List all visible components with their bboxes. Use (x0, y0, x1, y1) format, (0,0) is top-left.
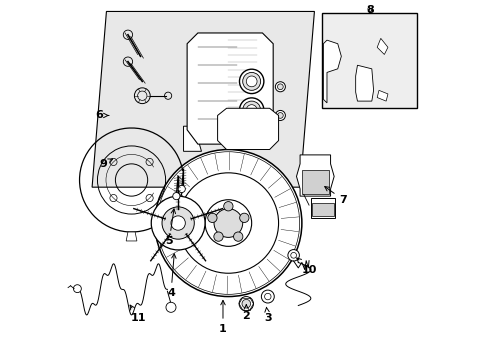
Polygon shape (376, 90, 387, 101)
Ellipse shape (239, 69, 264, 94)
Ellipse shape (275, 82, 285, 92)
Circle shape (214, 209, 242, 237)
Circle shape (207, 213, 217, 222)
Circle shape (287, 249, 299, 261)
Text: 1: 1 (219, 300, 226, 334)
Circle shape (73, 285, 81, 293)
Ellipse shape (246, 105, 257, 116)
Circle shape (233, 232, 243, 241)
Circle shape (239, 297, 253, 311)
Circle shape (172, 193, 180, 200)
Ellipse shape (242, 72, 260, 90)
Circle shape (162, 207, 194, 239)
Bar (312, 203, 333, 216)
Polygon shape (183, 126, 201, 151)
Polygon shape (376, 39, 387, 54)
Text: 10: 10 (296, 258, 316, 275)
Circle shape (242, 300, 250, 308)
Circle shape (204, 200, 251, 246)
Ellipse shape (277, 113, 283, 118)
Ellipse shape (277, 84, 283, 90)
Text: 5: 5 (165, 209, 175, 246)
Text: 9: 9 (99, 159, 112, 169)
Circle shape (239, 213, 248, 222)
Polygon shape (310, 198, 335, 218)
Polygon shape (187, 33, 273, 144)
Polygon shape (296, 155, 333, 196)
Circle shape (261, 290, 274, 303)
Circle shape (171, 216, 185, 230)
Text: 4: 4 (167, 254, 176, 298)
Ellipse shape (242, 101, 260, 119)
Text: 8: 8 (366, 5, 373, 15)
Text: 7: 7 (324, 186, 346, 205)
Polygon shape (92, 12, 314, 187)
Circle shape (223, 202, 233, 211)
Polygon shape (126, 232, 137, 241)
Text: 3: 3 (264, 307, 271, 323)
Text: 11: 11 (130, 305, 146, 323)
Polygon shape (217, 108, 278, 149)
Bar (301, 170, 328, 194)
Ellipse shape (246, 76, 257, 87)
Polygon shape (323, 40, 341, 103)
Circle shape (213, 232, 223, 241)
Text: 2: 2 (242, 305, 250, 321)
Ellipse shape (239, 98, 264, 122)
Circle shape (165, 302, 176, 312)
Text: 6: 6 (95, 111, 108, 121)
Circle shape (155, 149, 301, 297)
Bar (321, 13, 416, 108)
Circle shape (151, 196, 204, 250)
Polygon shape (355, 65, 373, 101)
Circle shape (178, 185, 185, 193)
Ellipse shape (275, 111, 285, 121)
